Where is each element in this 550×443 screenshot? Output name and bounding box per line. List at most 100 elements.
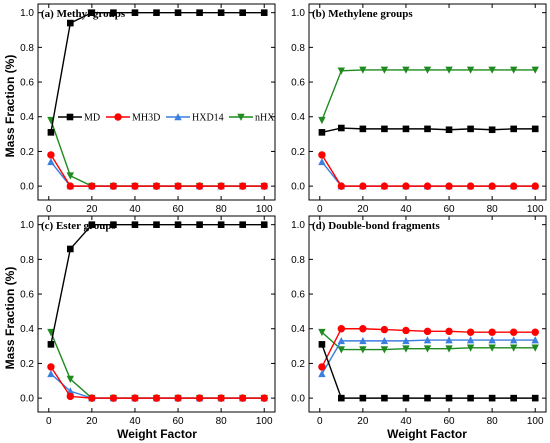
x-tick-label: 80 <box>216 416 228 427</box>
data-point-md <box>402 125 410 133</box>
x-tick-label: 100 <box>256 204 273 215</box>
data-point-md <box>402 394 410 402</box>
data-point-hxd14 <box>318 369 326 378</box>
data-point-md <box>381 394 388 402</box>
data-point-hxd14 <box>509 336 518 344</box>
data-point-nhx <box>359 346 367 354</box>
data-point-mh3d <box>260 394 268 402</box>
data-point-md <box>510 125 517 133</box>
data-point-mh3d <box>337 325 346 333</box>
data-point-mh3d <box>260 182 268 190</box>
data-point-md <box>381 125 388 133</box>
data-point-md <box>467 125 474 133</box>
data-point-md <box>131 9 139 16</box>
data-point-mh3d <box>380 182 389 190</box>
data-point-md <box>153 221 160 228</box>
x-tick-label: 80 <box>216 204 228 215</box>
data-point-md <box>510 394 517 402</box>
data-point-mh3d <box>174 394 182 402</box>
data-point-mh3d <box>423 327 432 336</box>
data-point-mh3d <box>509 328 518 336</box>
data-point-mh3d <box>109 394 118 402</box>
x-tick-label: 0 <box>46 204 52 215</box>
data-point-mh3d <box>131 182 139 190</box>
data-point-md <box>318 341 326 348</box>
legend: MD MH3D HXD14 nHX <box>58 113 275 124</box>
data-point-nhx <box>531 66 539 74</box>
x-tick-label: 20 <box>357 416 369 427</box>
data-point-mh3d <box>174 182 182 190</box>
data-point-md <box>88 221 96 228</box>
data-point-mh3d <box>66 392 75 401</box>
data-point-md <box>359 125 367 133</box>
data-point-hxd14 <box>47 157 55 166</box>
data-point-nhx <box>531 344 539 352</box>
y-tick-label: 0.4 <box>20 324 34 335</box>
panel-title: (b) Methylene groups <box>312 8 413 20</box>
data-point-md <box>217 9 225 16</box>
x-tick-label: 20 <box>357 204 369 215</box>
data-point-nhx <box>402 66 410 74</box>
data-point-mh3d <box>509 182 518 190</box>
data-point-mh3d <box>47 363 55 371</box>
y-tick-label: 0.0 <box>291 182 305 193</box>
x-tick-label: 40 <box>129 204 141 215</box>
data-point-md <box>531 125 539 133</box>
series-line-mh3d <box>50 366 265 399</box>
x-tick-label: 40 <box>400 204 412 215</box>
data-point-hxd14 <box>445 336 453 344</box>
data-point-mh3d <box>359 182 367 190</box>
chart-panel-4: 0.0 0.2 0.4 0.6 0.8 1.0 0 20 40 60 80 100 (d) Double… <box>291 215 547 427</box>
series-line-nhx <box>50 119 265 187</box>
data-point-nhx <box>380 346 389 354</box>
data-point-mh3d <box>488 182 496 190</box>
data-point-md <box>239 9 246 16</box>
data-point-mh3d <box>445 327 453 336</box>
legend-label-md: MD <box>84 113 100 124</box>
chart-panel-2: 0.0 0.2 0.4 0.6 0.8 1.0 0 20 40 60 80 100 (b) Methyl… <box>291 3 547 215</box>
x-tick-label: 40 <box>400 416 412 427</box>
data-point-md <box>131 221 139 228</box>
data-point-hxd14 <box>380 336 389 345</box>
data-point-nhx <box>337 346 346 354</box>
x-axis-label-left: Weight Factor <box>117 427 197 441</box>
x-tick-label: 60 <box>172 416 184 427</box>
plot-frame <box>37 3 276 201</box>
data-point-md <box>47 129 55 136</box>
data-point-md <box>88 9 96 16</box>
data-point-mh3d <box>380 325 389 334</box>
data-point-mh3d <box>195 394 204 402</box>
series-line-hxd14 <box>50 373 265 399</box>
x-tick-label: 0 <box>317 204 323 215</box>
data-point-nhx <box>509 66 518 74</box>
y-tick-label: 1.0 <box>291 8 305 19</box>
x-tick-label: 80 <box>487 416 499 427</box>
data-point-md <box>424 125 431 133</box>
data-point-md <box>424 394 431 402</box>
y-axis-label-top: Mass Fraction (%) <box>3 55 17 158</box>
data-point-md <box>467 394 474 402</box>
data-point-mh3d <box>402 326 410 335</box>
data-point-mh3d <box>217 394 225 402</box>
data-point-md <box>110 221 117 228</box>
data-point-md <box>67 245 74 253</box>
data-point-mh3d <box>318 151 326 159</box>
x-tick-label: 100 <box>527 416 544 427</box>
data-point-nhx <box>359 66 367 74</box>
y-tick-label: 0.6 <box>291 78 305 89</box>
x-tick-label: 60 <box>172 204 184 215</box>
data-point-md <box>445 394 453 402</box>
data-point-nhx <box>318 116 326 125</box>
x-tick-label: 60 <box>443 416 455 427</box>
data-point-nhx <box>423 66 432 74</box>
data-point-hxd14 <box>488 336 496 344</box>
y-tick-label: 0.6 <box>20 78 34 89</box>
data-point-md <box>260 9 268 16</box>
series-line-md <box>321 344 536 399</box>
series-line-nhx <box>50 331 265 399</box>
data-point-md <box>174 9 182 16</box>
legend-label-mh3d: MH3D <box>132 113 160 124</box>
data-point-mh3d <box>66 182 75 190</box>
y-tick-label: 0.0 <box>20 394 34 405</box>
